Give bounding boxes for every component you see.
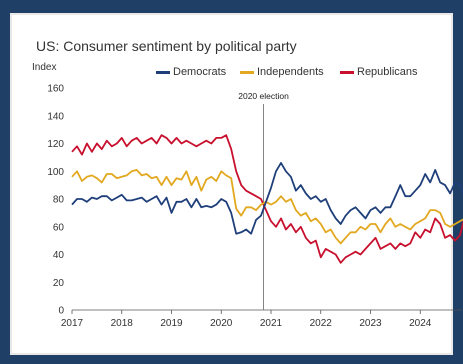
legend-item-independents: Independents <box>240 66 324 78</box>
legend-item-democrats: Democrats <box>156 66 226 78</box>
x-tick-label: 2021 <box>260 318 283 329</box>
x-tick-label: 2019 <box>160 318 183 329</box>
x-tick-label: 2017 <box>61 318 84 329</box>
chart-title: US: Consumer sentiment by political part… <box>36 38 297 54</box>
x-tick-label: 2018 <box>111 318 134 329</box>
y-tick-label: 20 <box>53 278 65 289</box>
legend-item-republicans: Republicans <box>340 66 418 78</box>
x-tick-label: 2020 <box>210 318 233 329</box>
y-tick-label: 100 <box>47 167 64 178</box>
legend-label-democrats: Democrats <box>173 66 227 78</box>
y-tick-label: 140 <box>47 111 64 122</box>
series-line-democrats <box>71 162 463 235</box>
y-tick-label: 0 <box>58 306 64 317</box>
series-line-republicans <box>71 134 463 264</box>
legend-label-independents: Independents <box>257 66 324 78</box>
election-marker-label: 2020 election <box>238 91 289 101</box>
y-tick-label: 60 <box>53 222 65 233</box>
legend-swatch-independents <box>240 70 254 74</box>
y-tick-label: 160 <box>47 84 64 95</box>
y-axis-unit-label: Index <box>32 62 57 73</box>
legend: Democrats Independents Republicans <box>0 66 463 80</box>
series-line-independents <box>71 169 463 245</box>
legend-swatch-republicans <box>340 70 354 74</box>
x-tick-label: 2022 <box>310 318 333 329</box>
y-tick-label: 80 <box>53 195 65 206</box>
x-tick-label: 2024 <box>409 318 432 329</box>
y-tick-label: 120 <box>47 139 64 150</box>
legend-swatch-democrats <box>156 70 170 74</box>
y-tick-label: 40 <box>53 250 65 261</box>
x-tick-label: 2023 <box>359 318 382 329</box>
legend-label-republicans: Republicans <box>357 66 418 78</box>
